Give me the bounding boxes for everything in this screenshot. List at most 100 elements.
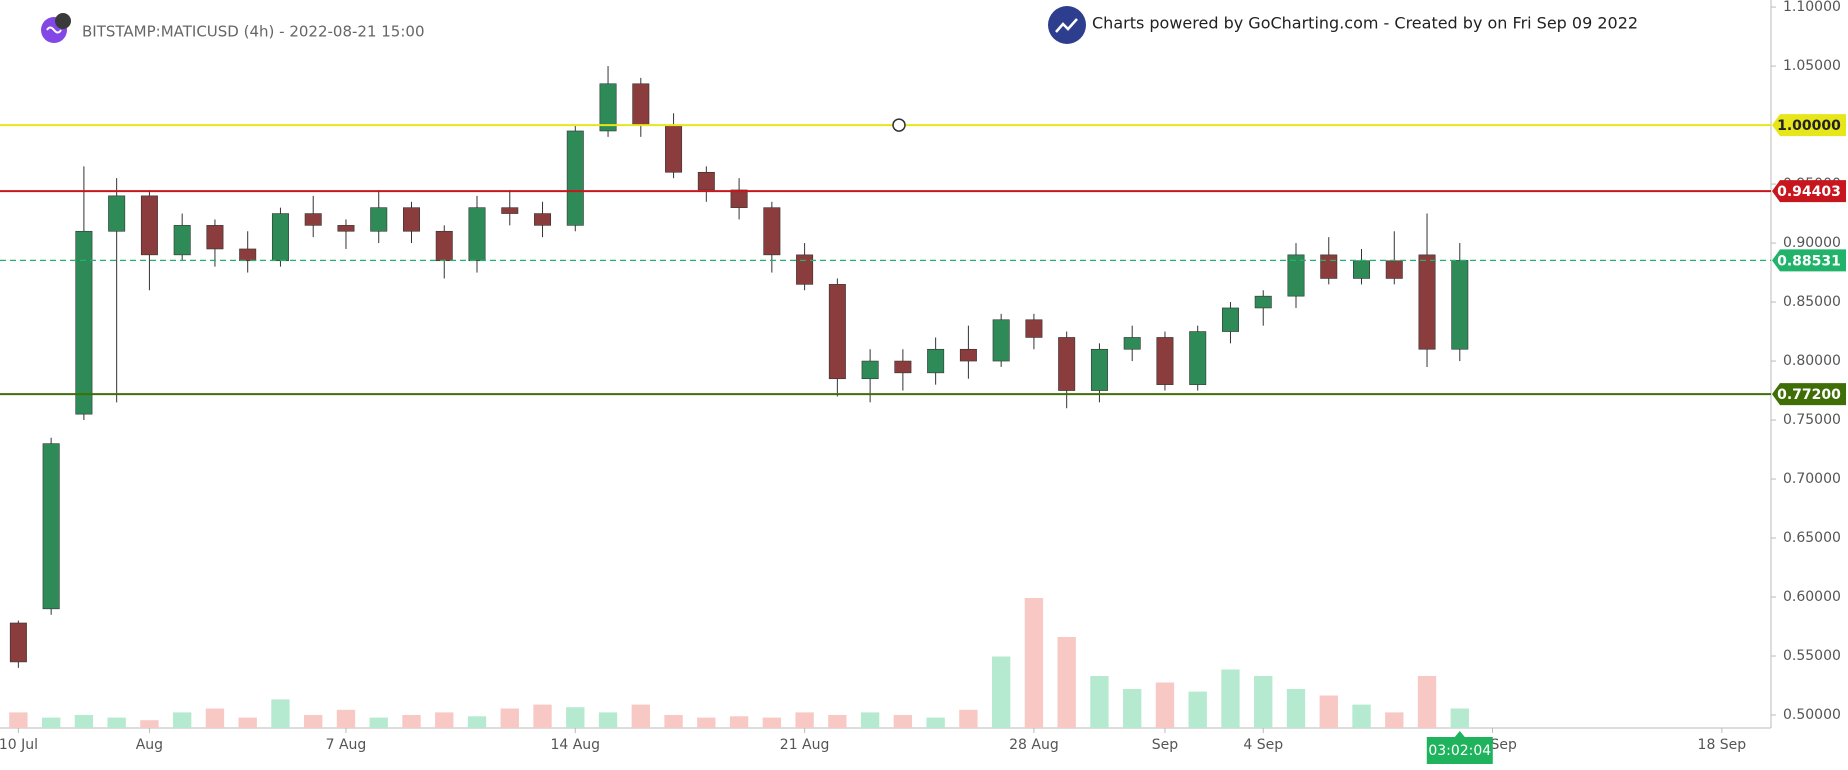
volume-bar	[566, 707, 585, 728]
line-handle	[892, 118, 906, 132]
volume-bar	[1221, 669, 1240, 728]
candle-body	[1058, 337, 1076, 391]
y-tick-label: 0.85000	[1783, 294, 1841, 310]
volume-bar	[1090, 676, 1109, 728]
candle-body	[1353, 260, 1370, 279]
candle-body	[403, 207, 420, 232]
x-tick-label: 7 Aug	[326, 737, 367, 753]
price-label: 0.88531	[1777, 253, 1841, 269]
volume-bar	[238, 717, 257, 728]
volume-bar	[1155, 682, 1175, 728]
volume-bar	[1352, 704, 1371, 728]
volume-bar	[41, 717, 61, 728]
volume-bar	[9, 712, 28, 728]
candle-body	[108, 195, 126, 232]
candle-body	[1287, 254, 1305, 297]
candle-body	[665, 124, 683, 173]
candle-body	[1418, 254, 1436, 350]
candle-body	[599, 83, 617, 132]
price-label-box	[1772, 249, 1846, 272]
price-label: 0.77200	[1777, 387, 1841, 403]
volume-bar	[304, 715, 323, 728]
volume-bar	[664, 715, 683, 728]
y-tick-label: 0.80000	[1783, 353, 1841, 369]
volume-bar	[467, 716, 487, 728]
candle-body	[9, 622, 27, 663]
y-tick-label: 0.55000	[1783, 648, 1841, 664]
volume-bar	[107, 717, 126, 728]
volume-bar	[631, 704, 650, 728]
volume-bar	[893, 715, 913, 728]
y-tick-label: 0.65000	[1783, 530, 1841, 546]
candle-body	[42, 443, 60, 610]
candle-body	[75, 230, 93, 415]
volume-bar	[140, 720, 159, 728]
x-tick-label: 21 Aug	[780, 737, 830, 753]
y-tick-label: 1.10000	[1783, 0, 1841, 15]
symbol-label: BITSTAMP:MATICUSD (4h) - 2022-08-21 15:0…	[82, 23, 425, 41]
candle-body	[927, 348, 945, 374]
volume-bar	[173, 712, 192, 728]
candle-body	[697, 171, 715, 191]
countdown: 03:02:04	[1428, 743, 1491, 759]
volume-bar	[1024, 598, 1044, 728]
candle-body	[1189, 331, 1207, 385]
symbol-icon	[41, 13, 71, 43]
candle-body	[861, 360, 879, 380]
candle-body	[435, 230, 453, 262]
candle-body	[304, 213, 322, 226]
candle-body	[239, 248, 257, 262]
volume-bar	[762, 717, 782, 728]
volume-bar	[598, 712, 618, 728]
candle-body	[1320, 254, 1338, 279]
volume-bar	[959, 709, 978, 728]
candle-body	[534, 213, 552, 226]
candle-body	[1090, 348, 1108, 391]
x-tick-label: 14 Aug	[550, 737, 600, 753]
candle-body	[140, 195, 158, 256]
candle-body	[370, 207, 388, 232]
volume-bar	[336, 709, 356, 728]
candle-body	[1156, 337, 1174, 385]
candle-body	[796, 254, 814, 285]
volume-bar	[1450, 708, 1469, 728]
volume-bar	[1188, 691, 1207, 728]
candle-body	[992, 319, 1010, 362]
candle-body	[173, 225, 191, 256]
volume-bar	[697, 717, 716, 728]
volume-bar	[1319, 695, 1338, 728]
price-label-box	[1772, 180, 1846, 203]
x-tick-label: 10 Jul	[0, 737, 38, 753]
volume-bar	[1286, 689, 1306, 728]
candle-body	[1025, 319, 1043, 338]
candle-body	[894, 360, 912, 374]
candle-body	[730, 189, 748, 208]
volume-bar	[926, 717, 945, 728]
volume-bar	[828, 715, 847, 728]
gocharting-logo	[1048, 6, 1086, 44]
x-tick-label: 4 Sep	[1243, 737, 1283, 753]
candle-body	[468, 207, 486, 262]
candle-body	[501, 207, 519, 214]
volume-bar	[205, 708, 225, 728]
volume-bar	[1254, 676, 1273, 728]
candle-body	[1254, 295, 1272, 309]
y-tick-label: 0.90000	[1783, 235, 1841, 251]
volume-bar	[402, 715, 421, 728]
y-tick-label: 1.05000	[1783, 58, 1841, 74]
candle-body	[1123, 337, 1141, 350]
x-tick-label: 28 Aug	[1009, 737, 1059, 753]
y-tick-label: 0.75000	[1783, 412, 1841, 428]
volume-bar	[1057, 637, 1076, 728]
price-label: 1.00000	[1777, 118, 1841, 134]
candle-body	[566, 130, 584, 226]
candle-body	[632, 83, 650, 126]
candle-body	[1221, 307, 1239, 332]
volume-bar	[369, 717, 388, 728]
watermark: Charts powered by GoCharting.com - Creat…	[1092, 14, 1638, 33]
candle-body	[763, 207, 781, 256]
volume-bar	[795, 712, 814, 728]
candle-body	[271, 213, 289, 262]
candle-body	[337, 225, 355, 232]
